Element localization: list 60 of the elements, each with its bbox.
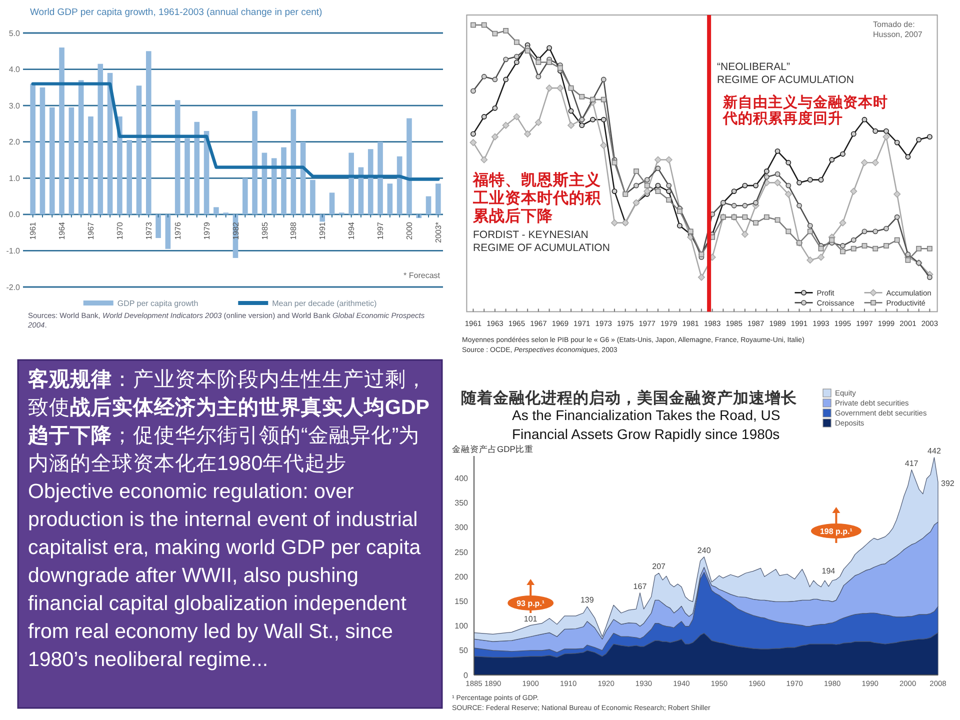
x-tick-label: 1967 (86, 221, 96, 240)
x-tick-label: 1976 (173, 221, 182, 240)
y-tick-label: 200 (454, 572, 469, 582)
annotation: 207 (652, 562, 666, 572)
annotation: 442 (928, 446, 942, 456)
x-tick-label: 1994 (347, 221, 356, 240)
x-tick-label: 1997 (376, 221, 386, 240)
chart-title: World GDP per capita growth, 1961-2003 (annual change in per cent) (30, 7, 322, 18)
y-tick-label: 300 (454, 523, 469, 532)
annotation: Tomado de: Husson, 2007 (873, 20, 923, 39)
annotation: 240 (697, 546, 712, 555)
annotation: 139 (580, 596, 594, 605)
callout: 93 p.p.¹ (508, 579, 554, 613)
annotation: FORDIST - KEYNESIAN REGIME OF ACUMULATION (473, 229, 610, 254)
chart-title: 随着金融化进程的启动，美国金融资产加速增长 (461, 388, 798, 407)
x-tick-label: 1982 (231, 221, 240, 240)
x-tick-label: 1964 (58, 221, 67, 240)
y-tick-label: 0.0 (8, 210, 21, 220)
y-tick-label: 0 (464, 670, 469, 680)
x-tick-label: 2000 (405, 221, 414, 240)
text: 客观规律：产业资本阶段内生性生产过剩，致使战后实体经济为主的世界真实人均GDP趋于下降；促使华尔街引领的“金融异化”为内涵的全球资本化在1980年代起步 Objective economic regulation: over production is the internal event of industrial capitalist era, making world GDP per capita downgrade after WWII, also pushing financial capital globalization independent from real economy led by Wall St., since 1980’s neoliberal regime... (28, 368, 430, 671)
y-axis-title: 金融资产占GDP比重 (452, 444, 534, 454)
annotation: 93 p.p.¹ (516, 598, 545, 608)
y-tick-label: 1.0 (8, 174, 21, 183)
x-tick-label: 1979 (202, 221, 212, 240)
x-tick-label: 1985 (260, 221, 270, 240)
x-tick-label: 1988 (289, 221, 298, 240)
y-tick-label: 150 (454, 596, 469, 606)
y-tick-label: 3.0 (8, 101, 21, 110)
annotation: 101 (524, 614, 538, 624)
annotation: “NEOLIBERAL” REGIME OF ACUMULATION (717, 61, 854, 86)
annotation: 417 (904, 458, 919, 468)
legend-item: GDP per capita growth (83, 298, 198, 308)
legend-item: Mean per decade (arithmetic) (238, 298, 377, 308)
annotation: 194 (822, 566, 836, 576)
x-tick-label: 1961 (28, 221, 38, 240)
annotation: 福特、凯恩斯主义工业资本时代的积累战后下降 (472, 170, 602, 225)
annotation: 198 p.p.¹ (820, 526, 853, 536)
annotation: 167 (633, 582, 648, 591)
x-tick-label: 1991 (318, 221, 328, 240)
annotation: * Forecast (404, 271, 441, 280)
y-tick-label: -2.0 (6, 282, 21, 292)
chart-subtitle: As the Financialization Takes the Road, US Financial Assets Grow Rapidly since 1980s (512, 407, 784, 442)
callout: 198 p.p.¹ (810, 507, 862, 543)
legend-label: Mean per decade (arithmetic) (272, 298, 377, 308)
annotation: 新自由主义与金融资本时代的积累再度回升 (722, 93, 888, 127)
x-tick-label: 1970 (115, 221, 124, 240)
y-tick-label: 2.0 (8, 138, 21, 147)
y-tick-label: 5.0 (8, 28, 21, 38)
y-tick-label: 50 (459, 646, 469, 656)
y-tick-label: 100 (454, 622, 469, 631)
legend-label: GDP per capita growth (117, 298, 198, 308)
annotation: 392 (941, 479, 955, 488)
y-tick-label: -1.0 (6, 246, 21, 256)
x-tick-label: 2003* (434, 222, 443, 243)
y-tick-label: 400 (454, 474, 469, 483)
y-tick-label: 250 (454, 548, 469, 557)
x-tick-label: 1973 (144, 221, 154, 240)
y-tick-label: 350 (454, 498, 469, 508)
y-tick-label: 4.0 (8, 65, 21, 74)
